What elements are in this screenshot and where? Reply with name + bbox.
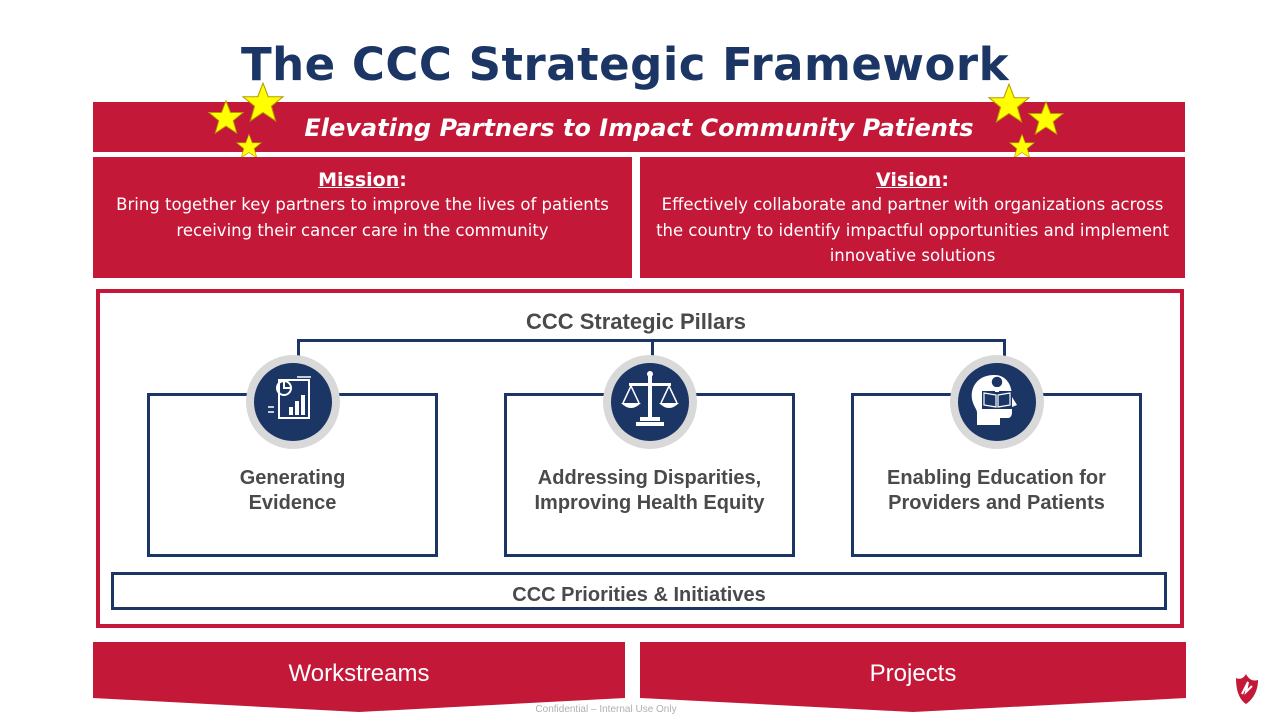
pillar-label-line: Enabling Education for — [887, 467, 1106, 489]
evidence-report-icon — [246, 355, 340, 449]
priorities-bar: CCC Priorities & Initiatives — [111, 572, 1167, 610]
star-icon — [988, 82, 1030, 124]
workstreams-label: Workstreams — [288, 660, 430, 687]
pillar-label: Addressing Disparities, Improving Health… — [507, 466, 792, 516]
mission-heading: Mission: — [318, 169, 407, 191]
star-icon — [236, 133, 262, 159]
scales-of-justice-icon — [603, 355, 697, 449]
pillar-label-line: Improving Health Equity — [534, 492, 765, 514]
connector-line — [651, 339, 654, 359]
workstreams-block: Workstreams — [93, 642, 625, 712]
company-logo-icon — [1236, 674, 1258, 704]
projects-block: Projects — [640, 642, 1186, 712]
mission-text: Bring together key partners to improve t… — [116, 195, 609, 240]
pillar-label-line: Evidence — [248, 492, 337, 514]
vision-heading: Vision: — [876, 169, 949, 191]
mission-heading-text: Mission — [318, 169, 400, 191]
pillar-label-line: Providers and Patients — [888, 492, 1105, 514]
vision-text: Effectively collaborate and partner with… — [656, 195, 1169, 265]
connector-line — [297, 339, 300, 359]
vision-box: Vision: Effectively collaborate and part… — [640, 157, 1185, 278]
head-with-lightbulb-icon — [950, 355, 1044, 449]
star-icon — [242, 81, 284, 123]
pillar-label-line: Generating — [239, 467, 346, 489]
pillar-label: Enabling Education for Providers and Pat… — [854, 466, 1139, 516]
mission-box: Mission: Bring together key partners to … — [93, 157, 632, 278]
slide-title: The CCC Strategic Framework — [240, 38, 1010, 91]
star-icon — [208, 99, 244, 135]
projects-label: Projects — [869, 660, 957, 687]
connector-line — [1003, 339, 1006, 359]
confidential-footer: Confidential – Internal Use Only — [535, 704, 677, 715]
pillar-label: Generating Evidence — [150, 466, 435, 516]
pillar-label-line: Addressing Disparities, — [537, 467, 762, 489]
star-icon — [1028, 100, 1064, 136]
vision-heading-text: Vision — [876, 169, 942, 191]
star-icon — [1009, 133, 1035, 159]
pillars-title: CCC Strategic Pillars — [525, 309, 747, 334]
